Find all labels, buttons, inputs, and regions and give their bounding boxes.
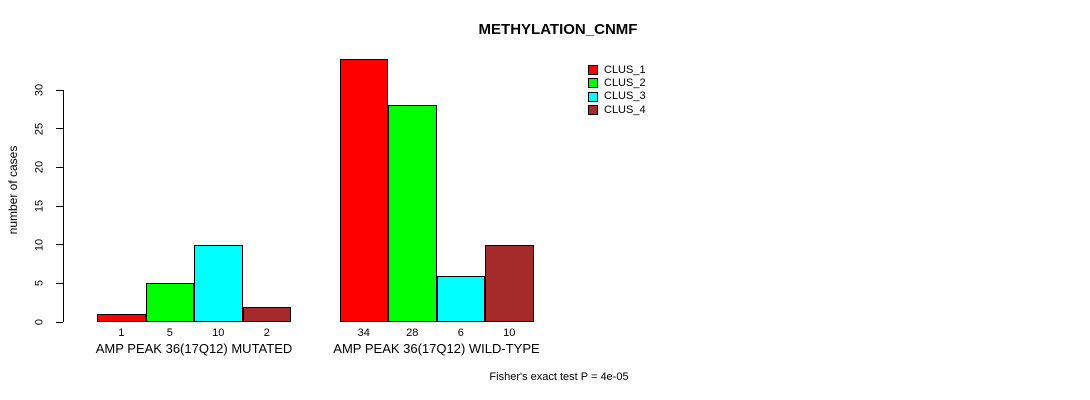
y-axis-tick (56, 166, 63, 168)
y-axis-tick-label: 15 (33, 199, 46, 213)
x-axis-group-label: AMP PEAK 36(17Q12) MUTATED (95, 341, 293, 356)
legend-item-clus_2: CLUS_2 (588, 76, 646, 89)
legend-label: CLUS_2 (604, 76, 646, 89)
bar-clus_1-mutated (97, 314, 146, 322)
bar-value-label: 10 (212, 327, 225, 339)
bar-clus_2-wild-type (388, 105, 437, 322)
y-axis-tick-label: 5 (33, 280, 46, 287)
y-axis-tick (56, 321, 63, 323)
y-axis-label: number of cases (6, 145, 20, 235)
y-axis-tick (56, 89, 63, 91)
bar-clus_4-mutated (242, 306, 291, 322)
legend-label: CLUS_1 (604, 63, 646, 76)
legend-label: CLUS_4 (604, 103, 646, 116)
bar-value-label: 1 (118, 327, 125, 339)
bar-value-label: 2 (263, 327, 270, 339)
bar-value-label: 10 (503, 327, 516, 339)
bar-value-label: 5 (166, 327, 173, 339)
bar-clus_3-mutated (194, 244, 243, 322)
bar-value-label: 28 (406, 327, 419, 339)
bar-clus_4-wild-type (485, 244, 534, 322)
bar-clus_1-wild-type (339, 59, 388, 322)
chart-title: METHYLATION_CNMF (478, 21, 638, 38)
y-axis-tick (56, 282, 63, 284)
legend-swatch-clus_3 (588, 91, 598, 102)
y-axis-tick-label: 30 (33, 83, 46, 97)
y-axis-tick-label: 25 (33, 122, 46, 135)
y-axis-tick-label: 10 (33, 238, 46, 251)
bar-value-label: 6 (457, 327, 464, 339)
footnote-fisher-test: Fisher's exact test P = 4e-05 (489, 371, 629, 383)
bar-value-label: 34 (357, 327, 370, 339)
y-axis-tick-label: 20 (33, 161, 46, 174)
x-axis-group-label: AMP PEAK 36(17Q12) WILD-TYPE (333, 341, 540, 356)
legend-swatch-clus_4 (588, 105, 598, 116)
legend-swatch-clus_2 (588, 78, 598, 89)
legend-item-clus_4: CLUS_4 (588, 103, 646, 116)
y-axis-line (63, 90, 64, 322)
legend-item-clus_1: CLUS_1 (588, 63, 646, 76)
legend-item-clus_3: CLUS_3 (588, 91, 646, 102)
bar-clus_2-mutated (145, 283, 194, 322)
y-axis-tick (56, 244, 63, 246)
y-axis-tick (56, 128, 63, 130)
legend-swatch-clus_1 (588, 65, 598, 75)
y-axis-tick (56, 205, 63, 207)
y-axis-tick-label: 0 (33, 318, 46, 326)
legend-label: CLUS_3 (604, 90, 646, 103)
bar-clus_3-wild-type (436, 275, 485, 322)
